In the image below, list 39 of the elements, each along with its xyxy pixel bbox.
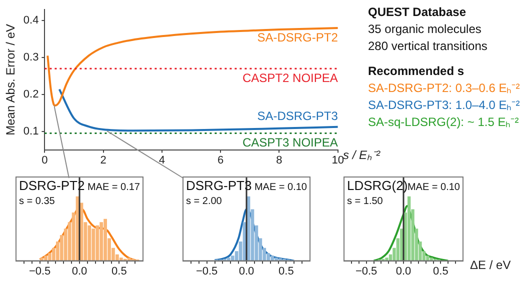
x-tick-label: 2 bbox=[100, 154, 106, 166]
text: QUEST Database bbox=[368, 4, 468, 21]
x-axis-title: ΔE / eV bbox=[470, 258, 511, 272]
x-tick-label: 0.0 bbox=[238, 265, 254, 278]
x-tick-label: 0 bbox=[42, 154, 48, 166]
x-tick-label: 6 bbox=[218, 154, 224, 166]
x-tick-label: 0.0 bbox=[396, 265, 412, 278]
text: 280 vertical transitions bbox=[368, 38, 488, 55]
y-tick-label: 0.1 bbox=[23, 125, 39, 138]
text: Recommended s bbox=[368, 63, 466, 80]
x-tick-label: 0.5 bbox=[278, 265, 294, 278]
ref-line-label: CASPT3 NOIPEA bbox=[242, 136, 338, 150]
y-tick-label: 0.2 bbox=[23, 88, 39, 100]
x-tick-label: 4 bbox=[158, 154, 166, 166]
x-tick-label: 10 bbox=[332, 154, 344, 166]
text: SA-DSRG-PT3: 1.0–4.0 Eₕ⁻² bbox=[368, 97, 520, 114]
x-tick-label: −0.5 bbox=[355, 265, 378, 278]
y-tick-label: 0.3 bbox=[23, 52, 39, 64]
x-tick-label: 0.0 bbox=[72, 265, 88, 278]
chart-subtitle: s = 2.00 bbox=[186, 196, 222, 207]
chart-subtitle: s = 0.35 bbox=[19, 196, 56, 207]
chart-subtitle: s = 1.50 bbox=[347, 196, 384, 207]
x-tick-label: 0.5 bbox=[433, 265, 448, 278]
ref-line-label: CASPT2 NOIPEA bbox=[242, 70, 338, 85]
text: 35 organic molecules bbox=[368, 21, 482, 38]
text: SA-DSRG-PT2: 0.3–0.6 Eₕ⁻² bbox=[368, 80, 520, 97]
x-tick-label: 0.5 bbox=[112, 265, 127, 278]
series-label: SA-DSRG-PT3 bbox=[257, 109, 338, 124]
text: MAE = 0.17 bbox=[87, 182, 140, 193]
x-axis-title: s / Eₕ⁻² bbox=[343, 147, 380, 162]
text: MAE = 0.10 bbox=[254, 182, 308, 193]
x-tick-label: 8 bbox=[276, 154, 282, 166]
series-label: SA-DSRG-PT2 bbox=[257, 30, 338, 44]
x-tick-label: −0.5 bbox=[196, 265, 218, 278]
text: SA-sq-LDSRG(2): ~ 1.5 Eₕ⁻² bbox=[368, 114, 520, 131]
x-tick-label: −0.5 bbox=[28, 265, 51, 278]
y-axis-title: Mean Abs. Error / eV bbox=[4, 24, 18, 136]
y-tick-label: 0.4 bbox=[23, 14, 39, 27]
text: MAE = 0.10 bbox=[407, 182, 460, 193]
